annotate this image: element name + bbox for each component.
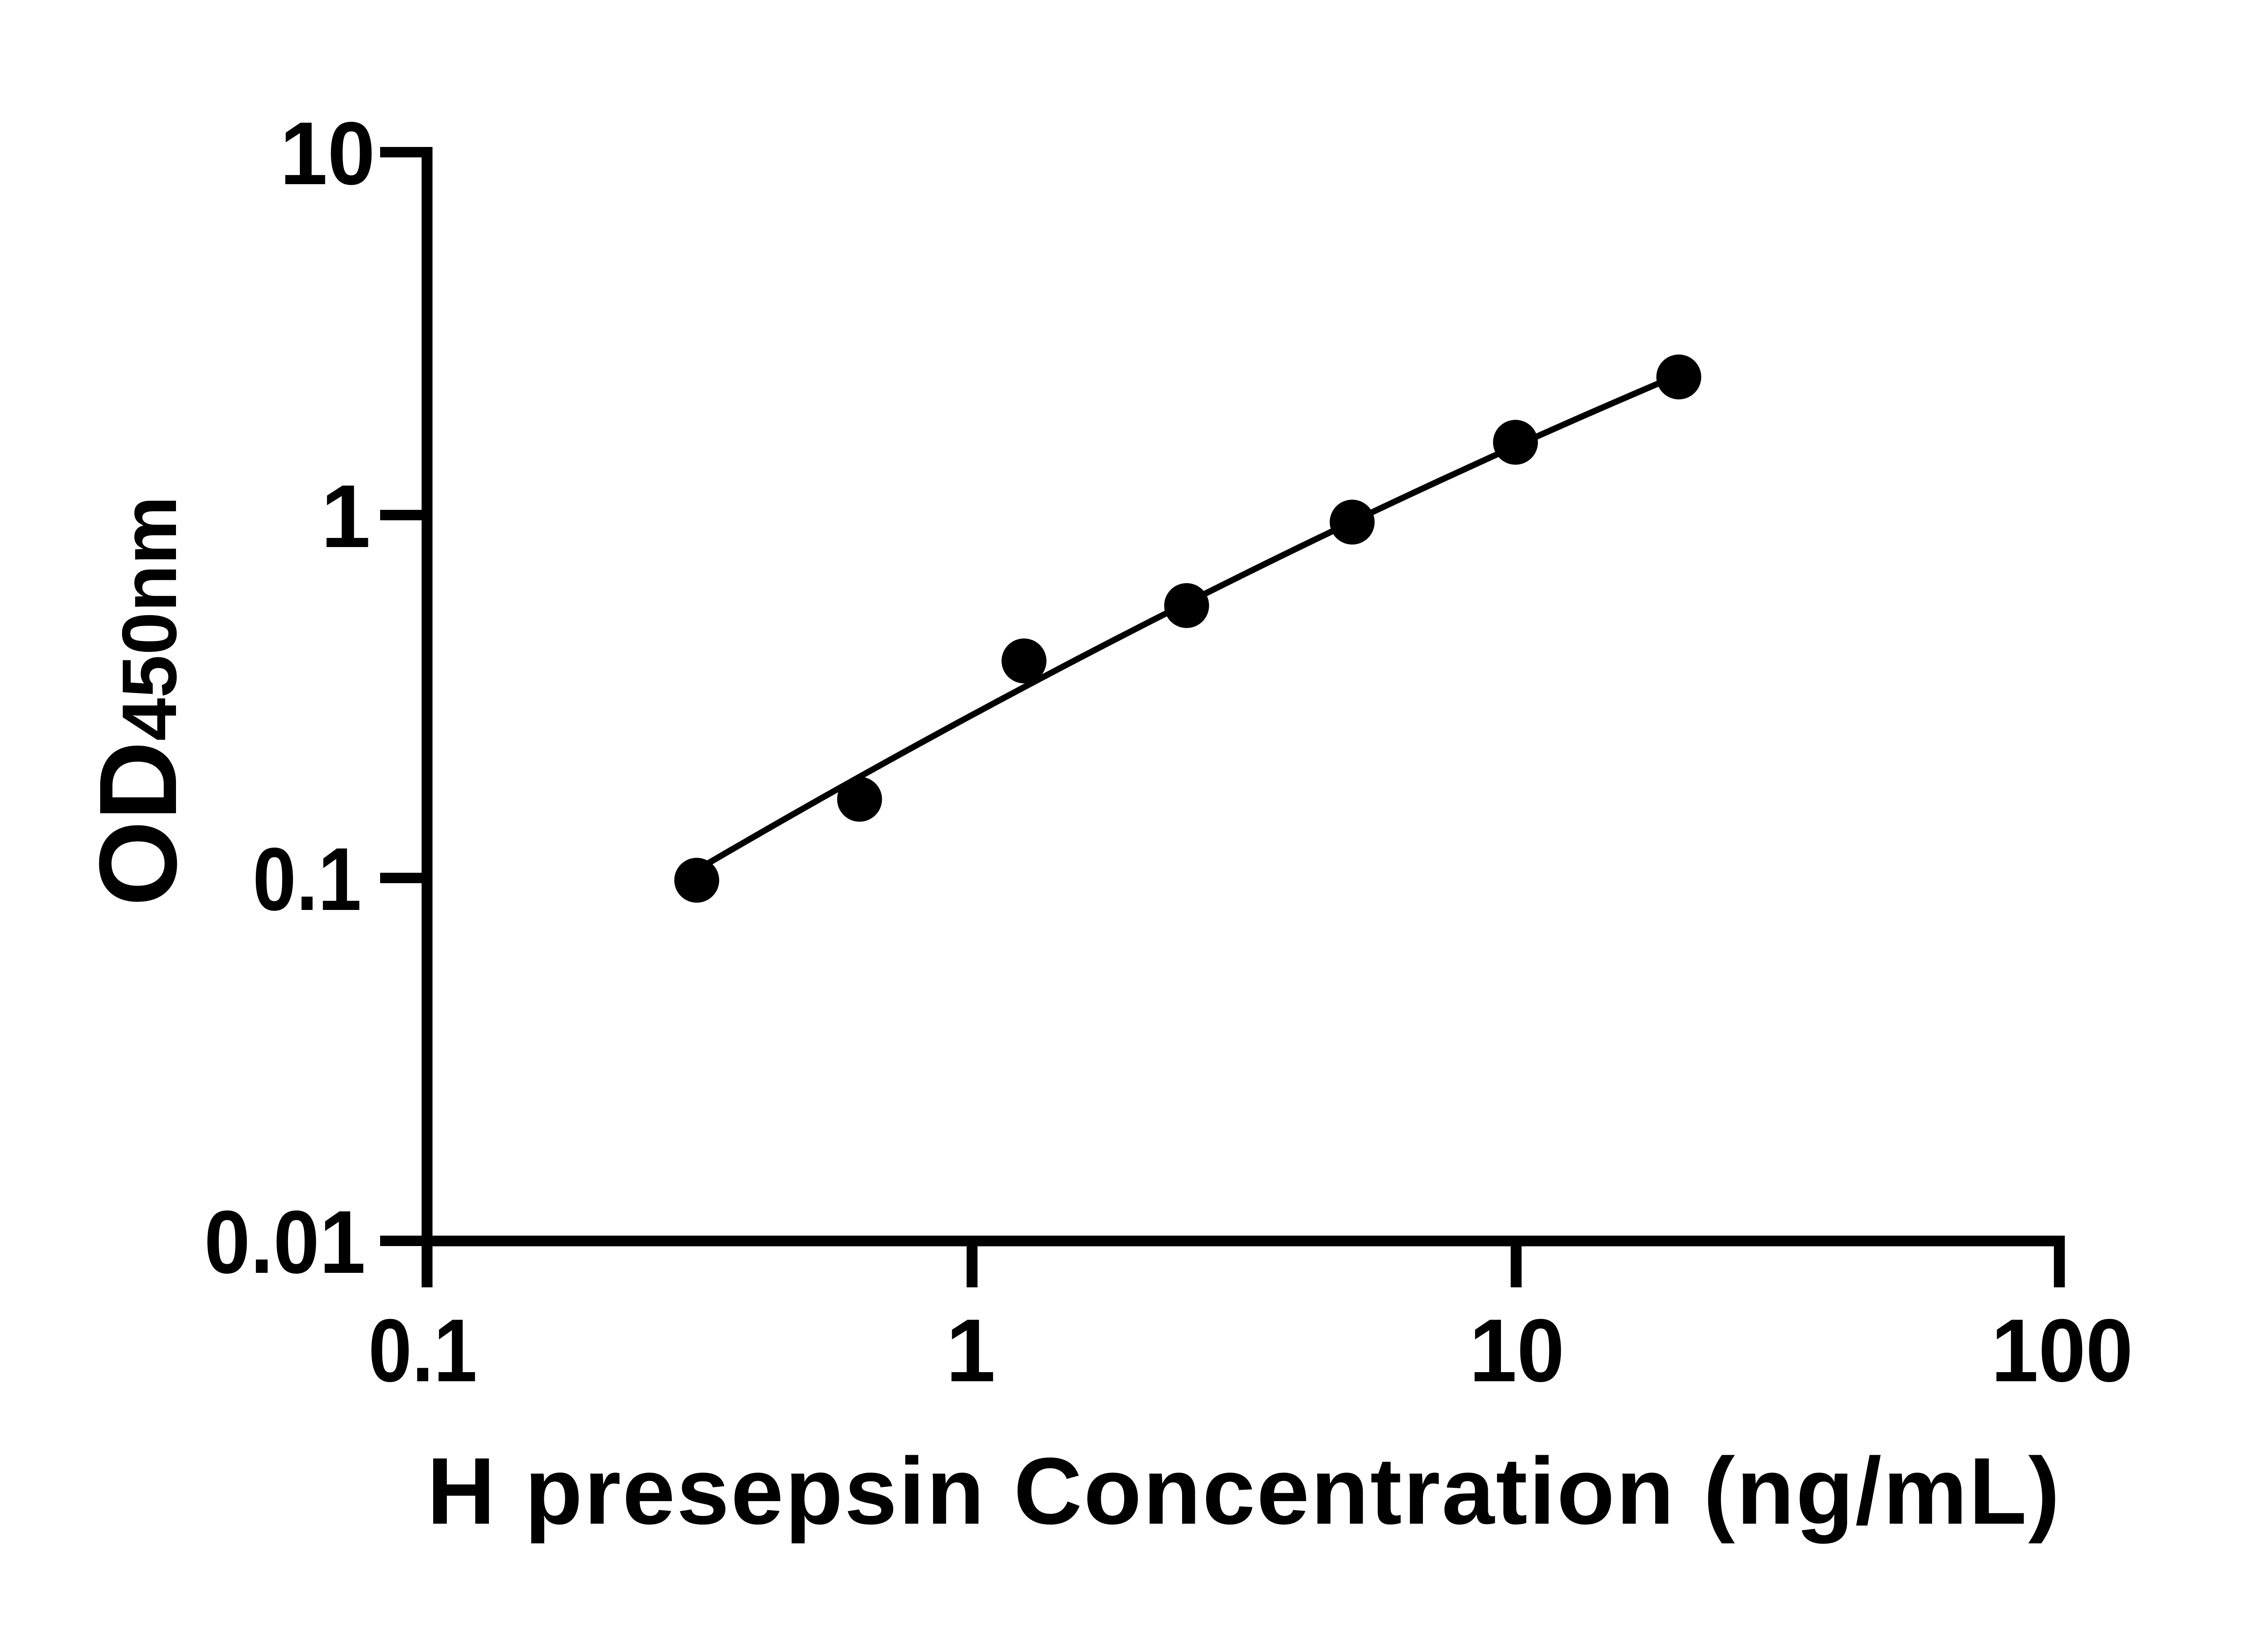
svg-text:10: 10	[1469, 1301, 1564, 1400]
svg-text:0.01: 0.01	[204, 1192, 366, 1292]
svg-text:H presepsin Concentration (ng/: H presepsin Concentration (ng/mL)	[427, 1438, 2060, 1544]
svg-text:10: 10	[280, 103, 375, 203]
svg-text:100: 100	[1991, 1301, 2133, 1400]
svg-text:1: 1	[321, 466, 371, 566]
svg-text:1: 1	[946, 1301, 996, 1400]
svg-text:0.1: 0.1	[253, 829, 362, 929]
svg-text:OD450nm: OD450nm	[77, 496, 200, 906]
svg-text:0.1: 0.1	[368, 1301, 477, 1400]
